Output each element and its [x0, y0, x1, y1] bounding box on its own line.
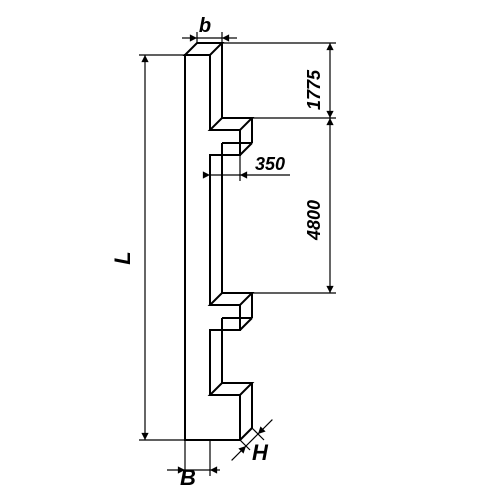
dim-label-d350: 350	[255, 154, 285, 174]
dim-label-d1775: 1775	[304, 69, 324, 110]
dim-label-H: H	[252, 440, 269, 465]
dim-label-d4800: 4800	[304, 200, 324, 241]
dim-label-L: L	[110, 251, 135, 264]
dim-label-b: b	[199, 15, 211, 37]
dim-label-B: B	[180, 465, 196, 490]
